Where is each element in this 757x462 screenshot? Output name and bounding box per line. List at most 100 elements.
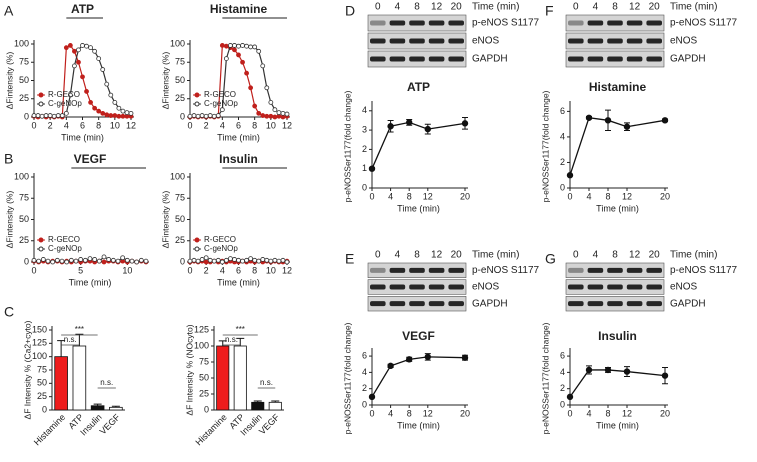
data-point: [276, 258, 282, 264]
x-tick-label: 8: [407, 408, 412, 418]
x-tick-label: 20: [460, 408, 470, 418]
data-point: [108, 92, 114, 98]
y-tick-label: 6: [560, 106, 565, 116]
blot-band: [607, 284, 623, 290]
significance-label: n.s.: [64, 335, 77, 344]
blot-band: [389, 56, 406, 62]
data-point: [92, 257, 98, 262]
series-line: [569, 117, 666, 176]
lane-label: 20: [451, 250, 463, 261]
data-point: [45, 258, 51, 264]
blot-band: [626, 56, 643, 62]
data-point: [59, 113, 65, 118]
data-point: [368, 165, 376, 172]
lanes-title: Time (min): [670, 2, 717, 13]
y-tick-label: 0: [362, 399, 367, 409]
data-point: [187, 258, 193, 264]
data-point: [268, 258, 274, 264]
data-point: [280, 257, 286, 263]
band-label: p-eNOS S1177: [670, 18, 738, 29]
x-tick-label: 4: [586, 408, 591, 418]
data-point: [143, 258, 149, 264]
y-tick-label: 2: [362, 383, 367, 393]
significance-label: n.s.: [100, 378, 113, 387]
data-point: [101, 254, 107, 260]
data-point: [215, 113, 221, 118]
x-tick-label: 0: [369, 408, 374, 418]
blot-band: [646, 20, 662, 26]
bar: [54, 356, 68, 411]
band-label: eNOS: [670, 282, 698, 293]
x-axis-label: Time (min): [397, 203, 440, 213]
data-point: [120, 255, 126, 261]
x-tick-label: VEGF: [98, 412, 123, 437]
data-point: [268, 100, 274, 105]
data-point: [134, 259, 140, 265]
data-point: [31, 113, 37, 118]
data-point: [223, 43, 229, 49]
data-point: [203, 259, 209, 265]
data-point: [461, 120, 469, 127]
lane-label: 12: [431, 250, 443, 261]
chart-title: Insulin: [219, 152, 258, 166]
data-point: [80, 74, 85, 80]
data-point: [211, 258, 217, 264]
x-tick-label: 6: [236, 120, 241, 130]
data-point: [92, 48, 98, 54]
x-axis-label: Time (min): [397, 420, 440, 430]
data-point: [43, 113, 49, 118]
lane-label: 20: [649, 2, 661, 13]
data-point: [87, 256, 93, 262]
blot-band: [448, 284, 464, 290]
x-tick-label: 0: [567, 408, 572, 418]
data-point: [76, 47, 81, 53]
x-tick-label: 2: [204, 265, 209, 275]
blot-band: [370, 20, 386, 26]
y-tick-label: 100: [32, 351, 47, 361]
data-point: [72, 63, 77, 69]
x-tick-label: 8: [605, 408, 610, 418]
lane-label: 4: [593, 2, 599, 13]
blot-band: [428, 267, 445, 273]
data-point: [129, 258, 135, 264]
y-tick-label: 100: [170, 38, 185, 48]
data-point: [236, 43, 241, 49]
lane-label: 0: [573, 2, 579, 13]
x-axis-label: Time (min): [217, 132, 260, 142]
data-point: [72, 48, 77, 54]
data-point: [35, 113, 41, 118]
x-tick-label: 4: [586, 191, 591, 201]
bar: [109, 406, 123, 411]
band-label: eNOS: [472, 36, 500, 47]
data-point: [252, 103, 258, 109]
data-point: [51, 113, 57, 119]
data-point: [64, 259, 70, 265]
y-tick-label: 25: [175, 235, 185, 245]
y-tick-label: 0: [24, 111, 29, 121]
y-tick-label: 2: [560, 383, 565, 393]
blot-band: [587, 20, 604, 26]
x-tick-label: 2: [48, 120, 53, 130]
data-point: [248, 44, 254, 50]
data-point: [63, 45, 69, 51]
data-point: [264, 85, 270, 91]
data-point: [59, 258, 65, 264]
lane-label: 4: [593, 250, 599, 261]
data-point: [116, 113, 122, 119]
blot-band: [626, 301, 643, 307]
x-tick-label: 5: [78, 265, 83, 275]
lane-label: 0: [375, 2, 381, 13]
band-label: GAPDH: [670, 298, 706, 309]
chart-title: VEGF: [402, 329, 435, 343]
y-tick-label: 100: [14, 171, 29, 181]
x-tick-label: Histamine: [193, 412, 228, 447]
data-point: [272, 114, 278, 120]
data-point: [84, 43, 89, 49]
blot-band: [370, 284, 386, 290]
data-point: [54, 257, 60, 263]
band-label: eNOS: [472, 282, 500, 293]
y-tick-label: 4: [560, 131, 565, 141]
data-point: [240, 258, 245, 264]
blot-band: [389, 20, 406, 26]
data-point: [268, 113, 274, 119]
